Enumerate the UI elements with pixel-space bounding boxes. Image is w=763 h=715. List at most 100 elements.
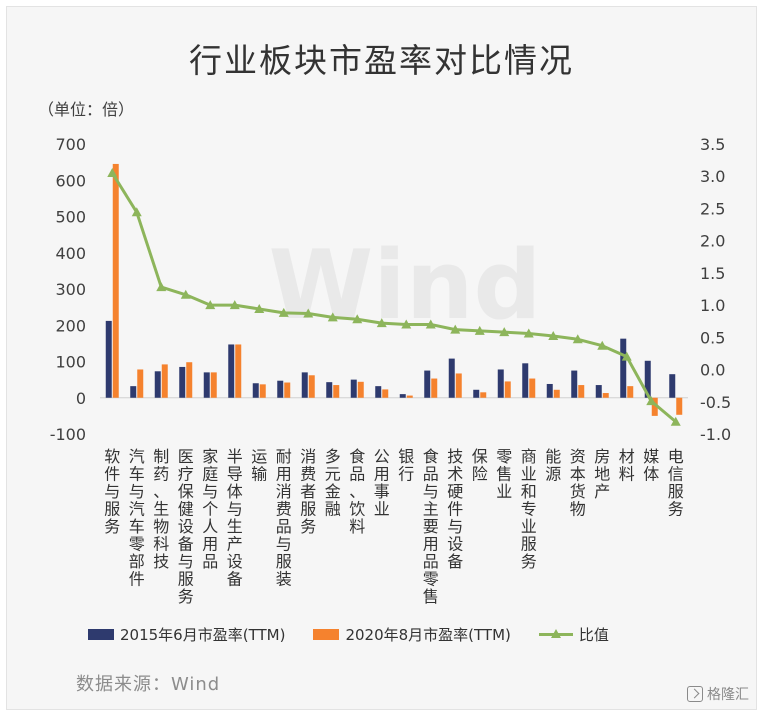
y2-tick-label: 1.0 (700, 296, 725, 315)
bar-2015 (546, 383, 553, 398)
ratio-marker (131, 207, 142, 217)
bar-2020 (308, 375, 315, 398)
x-tick-label: 公用事业 (374, 447, 390, 519)
bar-2015 (473, 389, 480, 398)
ratio-marker (670, 416, 681, 426)
legend-item-2020: 2020年8月市盈率(TTM) (313, 624, 511, 645)
bar-2015 (350, 379, 357, 398)
y2-tick-label: 1.5 (700, 264, 725, 283)
ratio-marker (548, 331, 559, 341)
x-tick-label: 食品与主要用品零售 (423, 447, 439, 606)
bar-2015 (522, 363, 529, 398)
y-tick-label: 600 (55, 171, 86, 190)
x-tick-label: 技术硬件与设备 (447, 447, 463, 571)
bar-2015 (669, 374, 676, 398)
brand-watermark: 格隆汇 (687, 684, 749, 704)
y2-tick-label: 3.5 (700, 135, 725, 154)
bar-2020 (137, 369, 144, 398)
y-tick-label: 0 (76, 389, 86, 408)
x-tick-label: 汽车与汽车零部件 (129, 447, 145, 589)
x-tick-label: 半导体与生产设备 (227, 447, 243, 589)
bar-2015 (375, 386, 382, 398)
x-tick-label: 保险 (472, 447, 488, 484)
bar-2020 (235, 344, 242, 398)
x-tick-label: 银行 (398, 447, 414, 484)
ratio-marker (254, 303, 265, 313)
ratio-marker (180, 289, 191, 299)
bar-2020 (259, 384, 266, 398)
chart-title: 行业板块市盈率对比情况 (189, 41, 574, 80)
y2-tick-label: 2.5 (700, 199, 725, 218)
bar-2015 (571, 370, 578, 398)
ratio-marker (278, 307, 289, 317)
y-tick-label: 400 (55, 244, 86, 263)
bar-2020 (186, 362, 193, 398)
ratio-marker (352, 314, 363, 324)
bar-2015 (497, 369, 504, 398)
legend-item-2015: 2015年6月市盈率(TTM) (88, 624, 285, 645)
ratio-marker (572, 334, 583, 344)
x-tick-label: 多元金融 (325, 447, 341, 519)
ratio-marker (499, 327, 510, 337)
brand-logo-icon (687, 686, 703, 702)
bar-2015 (620, 338, 627, 398)
bar-2015 (252, 383, 259, 398)
bar-2020 (333, 385, 340, 398)
y-tick-label: 100 (55, 353, 86, 372)
ratio-marker (450, 324, 461, 334)
bar-2020 (480, 392, 487, 398)
y2-tick-label: 2.0 (700, 232, 725, 251)
bar-2020 (357, 381, 364, 398)
x-tick-label: 食品、饮料 (349, 447, 365, 536)
y-tick-label: 200 (55, 316, 86, 335)
bar-2020 (627, 386, 634, 398)
legend-label-ratio: 比值 (578, 626, 609, 644)
bar-2015 (154, 371, 161, 398)
bar-2020 (578, 385, 585, 398)
x-tick-label: 零售业 (496, 447, 512, 501)
bar-2020 (406, 395, 413, 398)
y2-tick-label: -1.0 (700, 425, 731, 444)
y2-tick-label: 0.5 (700, 328, 725, 347)
bar-2020 (284, 382, 291, 398)
ratio-marker (597, 340, 608, 350)
y2-tick-label: 3.0 (700, 167, 725, 186)
ratio-marker (107, 168, 118, 177)
bar-2015 (424, 370, 431, 398)
bar-2020 (602, 393, 609, 398)
ratio-marker (621, 351, 632, 361)
bar-2020 (504, 381, 511, 398)
bar-2020 (529, 378, 536, 398)
bar-2015 (105, 320, 112, 398)
bar-2020 (651, 397, 658, 416)
ratio-marker (229, 300, 240, 310)
bar-2020 (431, 378, 438, 398)
ratio-marker (303, 308, 314, 318)
bar-2020 (210, 372, 217, 398)
x-tick-label: 消费者服务 (300, 447, 316, 536)
ratio-marker (327, 312, 338, 322)
bar-2020 (455, 373, 462, 398)
ratio-marker (156, 282, 167, 292)
source-note: 数据来源：Wind (76, 674, 221, 695)
bar-2015 (399, 394, 406, 398)
bar-2015 (228, 344, 235, 398)
legend-swatch-2015 (88, 629, 114, 640)
chart-frame (6, 6, 757, 710)
x-tick-label: 电信服务 (668, 447, 684, 519)
ratio-marker (425, 319, 436, 329)
ratio-marker (401, 319, 412, 329)
x-tick-label: 房地产 (594, 447, 610, 501)
x-tick-label: 资本货物 (570, 447, 586, 519)
ratio-marker (474, 325, 485, 335)
legend-swatch-2020 (313, 629, 340, 640)
x-tick-label: 运输 (251, 447, 267, 484)
x-tick-label: 能源 (545, 447, 561, 484)
y-tick-label: 700 (55, 135, 86, 154)
ratio-marker (646, 396, 657, 406)
x-tick-label: 媒体 (643, 447, 659, 484)
bar-2015 (179, 366, 186, 398)
unit-label: （单位：倍） (38, 100, 135, 119)
x-tick-label: 商业和专业服务 (521, 447, 537, 571)
bar-2015 (326, 382, 333, 398)
